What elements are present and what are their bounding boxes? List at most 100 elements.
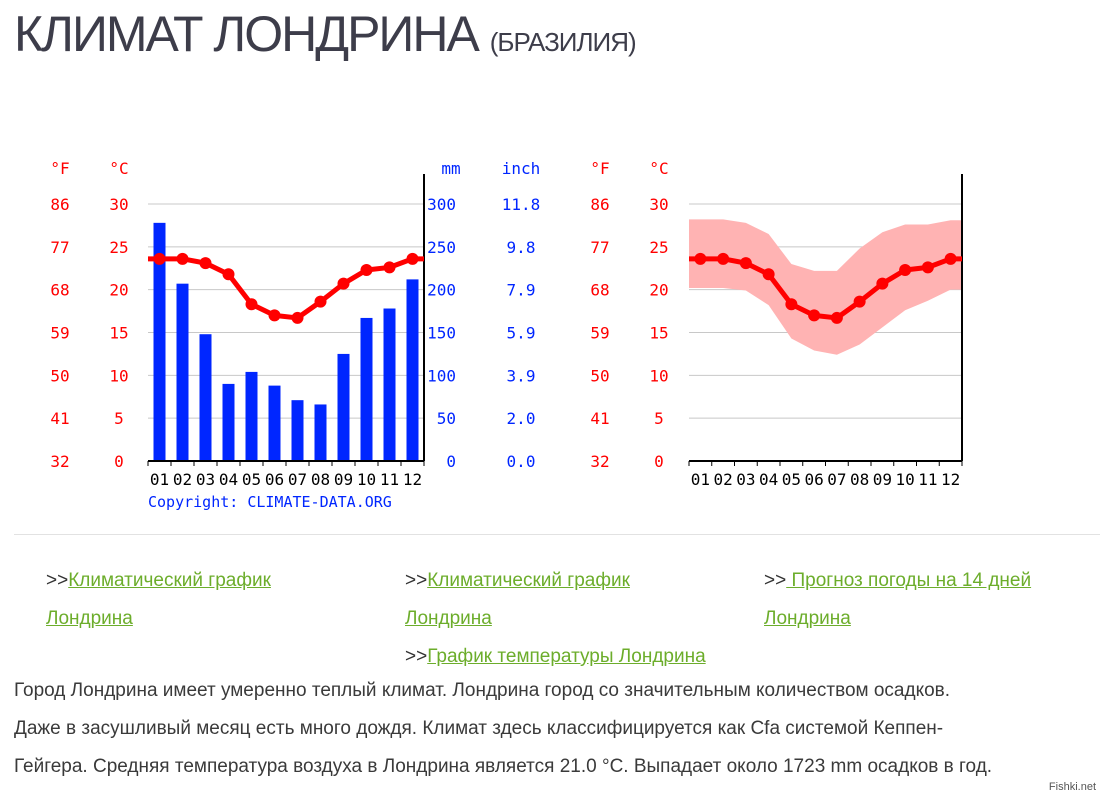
tick-label-c: 20 (649, 281, 668, 300)
tick-label-c: 30 (649, 195, 668, 214)
temperature-point (153, 252, 166, 265)
mean-temperature-point (694, 252, 707, 265)
temperature-point (406, 252, 419, 265)
month-label: 08 (311, 470, 330, 489)
tick-label-c: 20 (109, 281, 128, 300)
tick-label-mm: 100 (427, 366, 456, 385)
month-label: 02 (173, 470, 192, 489)
title-main: КЛИМАТ ЛОНДРИНА (14, 6, 480, 62)
precipitation-bar (199, 334, 212, 461)
unit-label-mm: mm (441, 159, 460, 178)
tick-label-c: 10 (109, 366, 128, 385)
temperature-graph-link[interactable]: График температуры Лондрина (427, 646, 706, 667)
precipitation-bar (291, 400, 304, 461)
mean-temperature-point (808, 309, 821, 322)
precipitation-bar (222, 383, 235, 461)
month-label: 05 (782, 470, 801, 489)
link-prefix: >> (764, 570, 787, 591)
month-label: 10 (357, 470, 376, 489)
month-label: 03 (736, 470, 755, 489)
unit-label-inch: inch (502, 159, 541, 178)
tick-label-c: 15 (649, 324, 668, 343)
tick-label-inch: 0.0 (507, 452, 536, 471)
section-divider (14, 534, 1100, 535)
precipitation-bar (337, 353, 350, 461)
month-label: 12 (403, 470, 422, 489)
description-line-2: Даже в засушливый месяц есть много дождя… (14, 718, 944, 739)
tick-label-f: 41 (590, 409, 609, 428)
temperature-point (222, 268, 235, 281)
mean-temperature-point (899, 263, 912, 276)
month-label: 01 (691, 470, 710, 489)
tick-label-c: 0 (114, 452, 124, 471)
page-title: КЛИМАТ ЛОНДРИНА (БРАЗИЛИЯ) (14, 4, 637, 64)
tick-label-c: 0 (654, 452, 664, 471)
month-label: 08 (850, 470, 869, 489)
tick-label-inch: 3.9 (507, 366, 536, 385)
tick-label-f: 32 (50, 452, 69, 471)
month-label: 09 (873, 470, 892, 489)
mean-temperature-point (876, 277, 889, 290)
temperature-line (148, 256, 424, 321)
precipitation-bar (268, 385, 281, 461)
month-label: 05 (242, 470, 261, 489)
temperature-range-chart: °F °C 32 0 41 5 50 10 59 15 68 20 77 25 86 30 01 02 03 04 05… (590, 159, 963, 489)
temperature-point (176, 252, 189, 265)
temperature-point (383, 261, 396, 274)
month-label: 02 (713, 470, 732, 489)
month-label: 06 (265, 470, 284, 489)
tick-label-mm: 150 (427, 324, 456, 343)
tick-label-c: 10 (649, 366, 668, 385)
mean-temperature-point (762, 268, 775, 281)
forecast-14-days-link[interactable]: Прогноз погоды на 14 дней Лондрина (764, 570, 1032, 629)
temperature-point (245, 298, 258, 311)
description-line-3: Гейгера. Средняя температура воздуха в Л… (14, 756, 993, 777)
mean-temperature-point (717, 252, 730, 265)
month-label: 11 (380, 470, 399, 489)
link-block-forecast: >> Прогноз погоды на 14 дней Лондрина (764, 562, 1031, 638)
temperature-point (291, 311, 304, 324)
tick-label-f: 50 (590, 366, 609, 385)
mean-temperature-point (944, 252, 957, 265)
temperature-point (199, 257, 212, 270)
link-prefix: >> (405, 570, 428, 591)
watermark: Fishki.net (1048, 781, 1096, 793)
link-block-climate-graph-1: >>Климатический график Лондрина (46, 562, 271, 638)
temperature-point (268, 309, 281, 322)
tick-label-f: 68 (590, 281, 609, 300)
precipitation-bar (383, 308, 396, 461)
month-label: 09 (334, 470, 353, 489)
precipitation-bar (406, 279, 419, 461)
unit-label-f: °F (590, 159, 609, 178)
tick-label-f: 86 (590, 195, 609, 214)
mean-temperature-point (830, 311, 843, 324)
tick-label-f: 59 (590, 324, 609, 343)
climate-description: Город Лондрина имеет умеренно теплый кли… (14, 672, 1100, 786)
tick-label-c: 25 (109, 238, 128, 257)
tick-label-c: 15 (109, 324, 128, 343)
temperature-point (337, 277, 350, 290)
tick-label-f: 50 (50, 366, 69, 385)
link-prefix: >> (46, 570, 69, 591)
month-label: 11 (918, 470, 937, 489)
tick-label-mm: 50 (437, 409, 456, 428)
tick-label-inch: 11.8 (502, 195, 541, 214)
tick-label-f: 77 (50, 238, 69, 257)
month-label: 07 (827, 470, 846, 489)
month-label: 04 (219, 470, 238, 489)
copyright-text: Copyright: CLIMATE-DATA.ORG (148, 493, 392, 511)
precipitation-bar (153, 222, 166, 461)
month-label: 01 (150, 470, 169, 489)
climate-graph-link-1[interactable]: Климатический график Лондрина (46, 570, 271, 629)
tick-label-f: 86 (50, 195, 69, 214)
tick-label-mm: 0 (446, 452, 456, 471)
temperature-point (360, 263, 373, 276)
tick-label-inch: 2.0 (507, 409, 536, 428)
temperature-point (314, 295, 327, 308)
precipitation-bar (314, 404, 327, 461)
tick-label-c: 25 (649, 238, 668, 257)
climate-graph-link-2[interactable]: Климатический график Лондрина (405, 570, 630, 629)
tick-label-inch: 7.9 (507, 281, 536, 300)
tick-label-mm: 200 (427, 281, 456, 300)
